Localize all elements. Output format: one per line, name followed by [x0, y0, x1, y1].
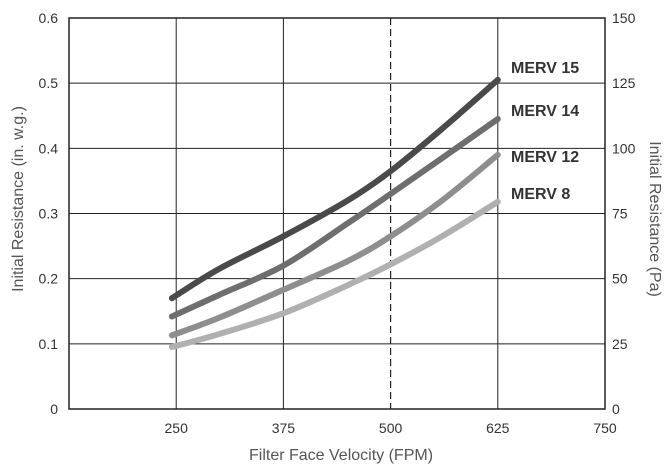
x-tick-label: 750 — [593, 420, 617, 436]
y-tick-label: 0.5 — [39, 75, 59, 91]
series-labels: MERV 15 MERV 14 MERV 12 MERV 8 — [511, 60, 579, 203]
x-axis-label: Filter Face Velocity (FPM) — [249, 447, 433, 464]
series-layer — [168, 76, 501, 351]
series-line-merv-8 — [168, 198, 501, 351]
x-tick-label: 625 — [486, 420, 510, 436]
series-label-merv-8: MERV 8 — [511, 186, 570, 203]
series-label-merv-12: MERV 12 — [511, 149, 579, 166]
y2-tick-labels: 0 25 50 75 100 125 150 — [612, 10, 636, 417]
x-tick-label: 250 — [165, 420, 189, 436]
y2-tick-label: 50 — [612, 271, 628, 287]
y2-tick-label: 100 — [612, 140, 636, 156]
x-tick-labels: 250 375 500 625 750 — [165, 420, 617, 436]
y2-axis-label: Initial Resistance (Pa) — [646, 141, 663, 297]
series-line-merv-15 — [168, 76, 501, 302]
series-line-merv-14 — [168, 116, 501, 320]
y-tick-label: 0.2 — [39, 271, 59, 287]
series-line-merv-12 — [168, 151, 501, 339]
y2-tick-label: 125 — [612, 75, 636, 91]
y2-tick-label: 0 — [612, 401, 620, 417]
grid — [69, 18, 605, 409]
y-tick-label: 0.6 — [39, 10, 59, 26]
y-tick-label: 0.1 — [39, 336, 59, 352]
y-tick-labels: 0 0.1 0.2 0.3 0.4 0.5 0.6 — [39, 10, 59, 417]
y2-tick-label: 75 — [612, 206, 628, 222]
x-tick-label: 500 — [379, 420, 403, 436]
y-axis-label: Initial Resistance (in. w.g.) — [10, 106, 27, 292]
y-tick-label: 0 — [50, 401, 58, 417]
y2-tick-label: 25 — [612, 336, 628, 352]
y-tick-label: 0.3 — [39, 206, 59, 222]
series-label-merv-14: MERV 14 — [511, 103, 579, 120]
series-label-merv-15: MERV 15 — [511, 60, 579, 77]
y2-tick-label: 150 — [612, 10, 636, 26]
y-tick-label: 0.4 — [39, 140, 59, 156]
plot-frame — [68, 17, 606, 410]
x-tick-label: 375 — [272, 420, 296, 436]
